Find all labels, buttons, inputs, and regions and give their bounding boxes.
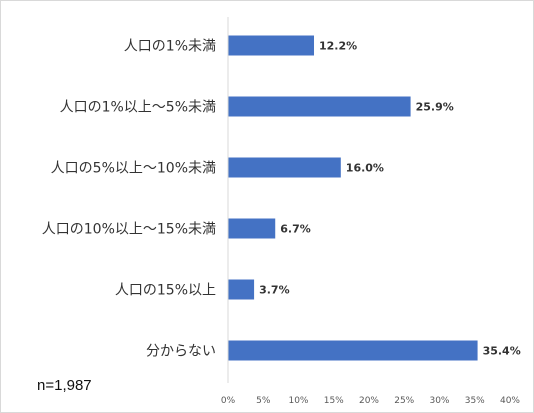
value-labels: 12.2% 25.9% 16.0% 6.7% 3.7% 35.4% (259, 40, 521, 358)
category-label: 人口の5%以上～10%未満 (51, 161, 216, 177)
category-label: 人口の15%以上 (115, 283, 216, 299)
bar (228, 340, 478, 361)
data-label: 6.7% (280, 223, 311, 236)
x-tick-label: 20% (359, 396, 379, 406)
data-label: 25.9% (416, 101, 454, 114)
category-label: 人口の1%以上～5%未満 (60, 100, 216, 116)
bar (228, 35, 315, 56)
bar (228, 96, 411, 117)
x-tick-label: 35% (465, 396, 485, 406)
category-labels: 人口の1%未満人口の1%以上～5%未満人口の5%以上～10%未満人口の10%以上… (42, 39, 216, 360)
bar-group (228, 35, 478, 361)
sample-size-note: n=1,987 (37, 377, 92, 394)
x-tick-label: 5% (256, 396, 271, 406)
category-label: 人口の1%未満 (124, 39, 216, 55)
x-tick-label: 25% (394, 396, 414, 406)
bar (228, 157, 341, 178)
x-tick-label: 40% (500, 396, 520, 406)
x-tick-label: 0% (221, 396, 236, 406)
x-tick-label: 10% (288, 396, 308, 406)
bar (228, 279, 255, 300)
x-tick-label: 15% (324, 396, 344, 406)
data-label: 35.4% (483, 345, 521, 358)
x-tick-labels: 0% 5% 10% 15% 20% 25% 30% 35% 40% (221, 396, 521, 406)
category-label: 分からない (146, 344, 216, 360)
bar (228, 218, 276, 239)
x-tick-label: 30% (429, 396, 449, 406)
data-label: 3.7% (259, 284, 290, 297)
data-label: 12.2% (319, 40, 357, 53)
category-label: 人口の10%以上～15%未満 (42, 222, 216, 238)
data-label: 16.0% (346, 162, 384, 175)
